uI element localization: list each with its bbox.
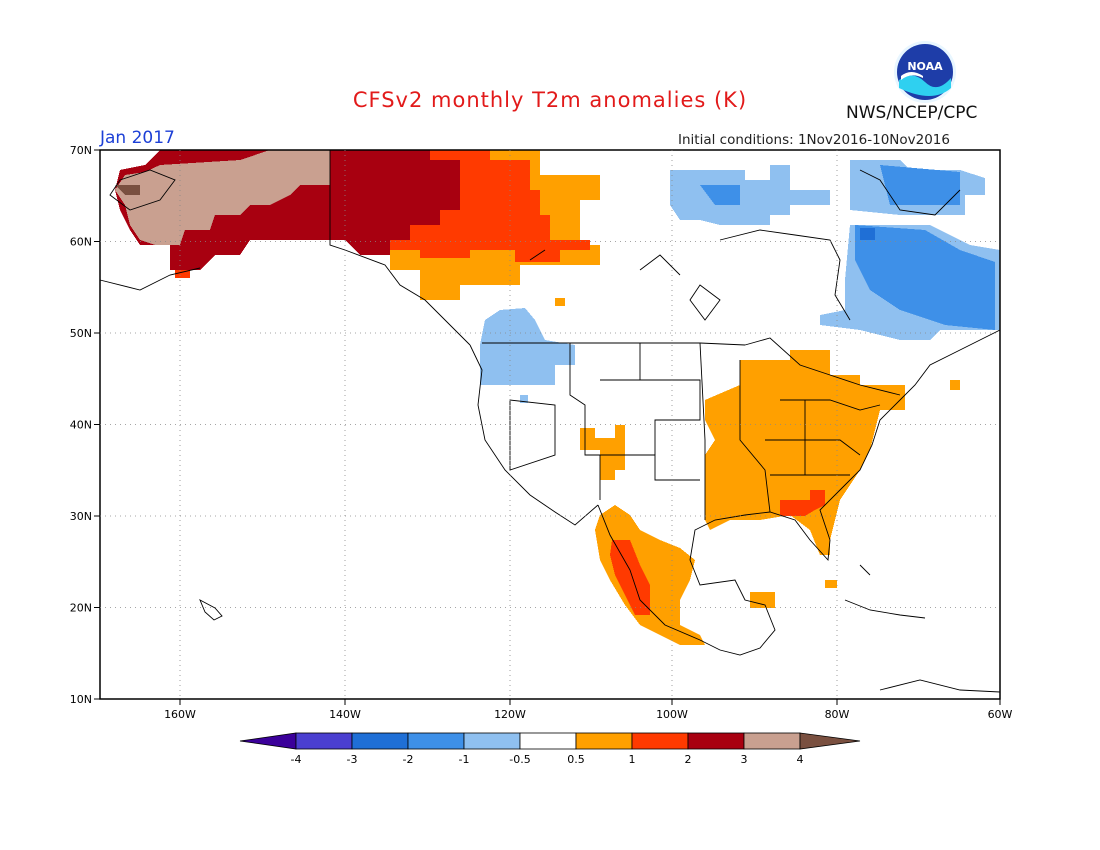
logo-text: NOAA (907, 60, 943, 73)
cold-field-canada-mid (700, 185, 740, 205)
agency-name: NWS/NCEP/CPC (846, 103, 978, 123)
warm-field-alaska-orange (330, 150, 600, 300)
legend-swatch-9 (743, 732, 801, 750)
cold-field-labrador-mid (855, 225, 995, 330)
legend-label-10: 4 (797, 753, 804, 766)
warm-field-alaska-red (330, 150, 590, 262)
legend-label-1: -4 (291, 753, 302, 766)
map-title: CFSv2 monthly T2m anomalies (K) (352, 88, 748, 112)
warm-field-mexico-red (610, 540, 650, 615)
political-boundaries (99, 150, 1001, 693)
warm-field-mexico (595, 505, 705, 645)
warm-field-alaska-darkred (115, 150, 460, 270)
lat-label-30n: 30N (70, 510, 92, 523)
map-frame (99, 149, 1001, 700)
lon-label-160w: 160W (164, 708, 196, 721)
forecast-month: Jan 2017 (100, 128, 175, 148)
legend-label-4: -1 (459, 753, 470, 766)
noaa-logo-icon: NOAA (894, 41, 956, 103)
legend-label-7: 1 (629, 753, 636, 766)
legend-swatch-8 (687, 732, 745, 750)
legend-swatch-7 (631, 732, 689, 750)
lon-label-120w: 120W (494, 708, 526, 721)
anomaly-fields (115, 150, 1000, 645)
legend-label-3: -2 (403, 753, 414, 766)
graticule (100, 150, 1000, 699)
lat-label-60n: 60N (70, 236, 92, 249)
cold-field-pacific-nw (480, 308, 575, 385)
lat-label-70n: 70N (70, 144, 92, 157)
cold-field-quebec (850, 160, 985, 215)
legend-swatch-3 (407, 732, 465, 750)
warm-field-eastern-us (705, 350, 905, 555)
legend-swatch-1 (295, 732, 353, 750)
legend-swatch-min (239, 732, 297, 750)
legend-label-5: -0.5 (509, 753, 530, 766)
warm-field-southwest (580, 425, 625, 480)
color-legend: -4 -3 -2 -1 -0.5 0.5 1 2 3 4 (239, 732, 861, 766)
legend-swatch-4 (463, 732, 521, 750)
legend-swatch-2 (351, 732, 409, 750)
warm-field-alaska-brown (115, 185, 140, 195)
lat-label-20n: 20N (70, 602, 92, 615)
warm-field-alaska-tan (115, 150, 330, 245)
lat-label-50n: 50N (70, 327, 92, 340)
lon-label-100w: 100W (656, 708, 688, 721)
legend-swatch-6 (575, 732, 633, 750)
cold-field-canada-central (670, 165, 830, 225)
legend-label-6: 0.5 (567, 753, 585, 766)
latitude-axis: 70N 60N 50N 40N 30N 20N 10N (70, 144, 100, 706)
warm-field-southeast-red (780, 490, 825, 516)
lon-label-60w: 60W (988, 708, 1013, 721)
lat-label-40n: 40N (70, 419, 92, 432)
longitude-axis: 160W 140W 120W 100W 80W 60W (164, 699, 1013, 721)
lat-label-10n: 10N (70, 693, 92, 706)
legend-swatch-max (799, 732, 861, 750)
legend-swatch-5 (519, 732, 577, 750)
legend-label-9: 3 (741, 753, 748, 766)
initial-conditions: Initial conditions: 1Nov2016-10Nov2016 (678, 132, 950, 148)
lon-label-140w: 140W (329, 708, 361, 721)
cold-field-quebec-mid (880, 165, 960, 205)
legend-label-8: 2 (685, 753, 692, 766)
legend-label-2: -3 (347, 753, 358, 766)
lon-label-80w: 80W (825, 708, 850, 721)
cold-field-labrador (820, 225, 1000, 340)
